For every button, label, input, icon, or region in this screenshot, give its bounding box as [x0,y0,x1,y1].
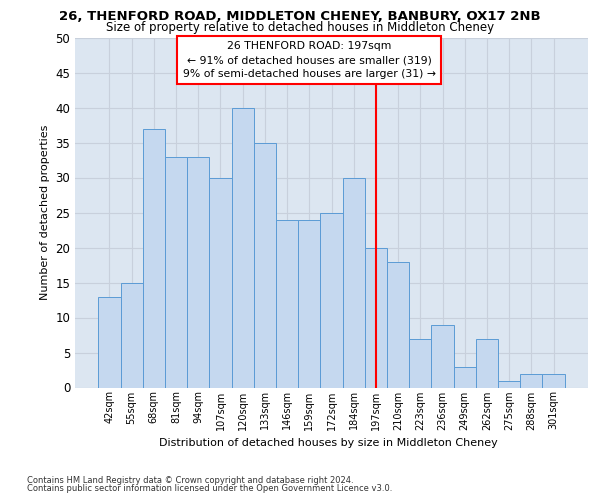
Bar [276,220,298,388]
Bar [232,108,254,388]
Text: Contains HM Land Registry data © Crown copyright and database right 2024.: Contains HM Land Registry data © Crown c… [27,476,353,485]
Bar [476,338,498,388]
Text: 26, THENFORD ROAD, MIDDLETON CHENEY, BANBURY, OX17 2NB: 26, THENFORD ROAD, MIDDLETON CHENEY, BAN… [59,10,541,23]
Bar [320,212,343,388]
Bar [209,178,232,388]
Bar [387,262,409,388]
Bar [343,178,365,388]
Text: Distribution of detached houses by size in Middleton Cheney: Distribution of detached houses by size … [160,438,498,448]
Bar [409,338,431,388]
Bar [165,156,187,388]
Bar [187,156,209,388]
Bar [365,248,387,388]
Text: 26 THENFORD ROAD: 197sqm
← 91% of detached houses are smaller (319)
9% of semi-d: 26 THENFORD ROAD: 197sqm ← 91% of detach… [183,41,436,79]
Y-axis label: Number of detached properties: Number of detached properties [40,125,50,300]
Bar [431,324,454,388]
Bar [498,380,520,388]
Bar [121,282,143,388]
Bar [143,128,165,388]
Bar [298,220,320,388]
Bar [454,366,476,388]
Bar [254,142,276,388]
Text: Contains public sector information licensed under the Open Government Licence v3: Contains public sector information licen… [27,484,392,493]
Bar [98,296,121,388]
Bar [520,374,542,388]
Bar [542,374,565,388]
Text: Size of property relative to detached houses in Middleton Cheney: Size of property relative to detached ho… [106,21,494,34]
